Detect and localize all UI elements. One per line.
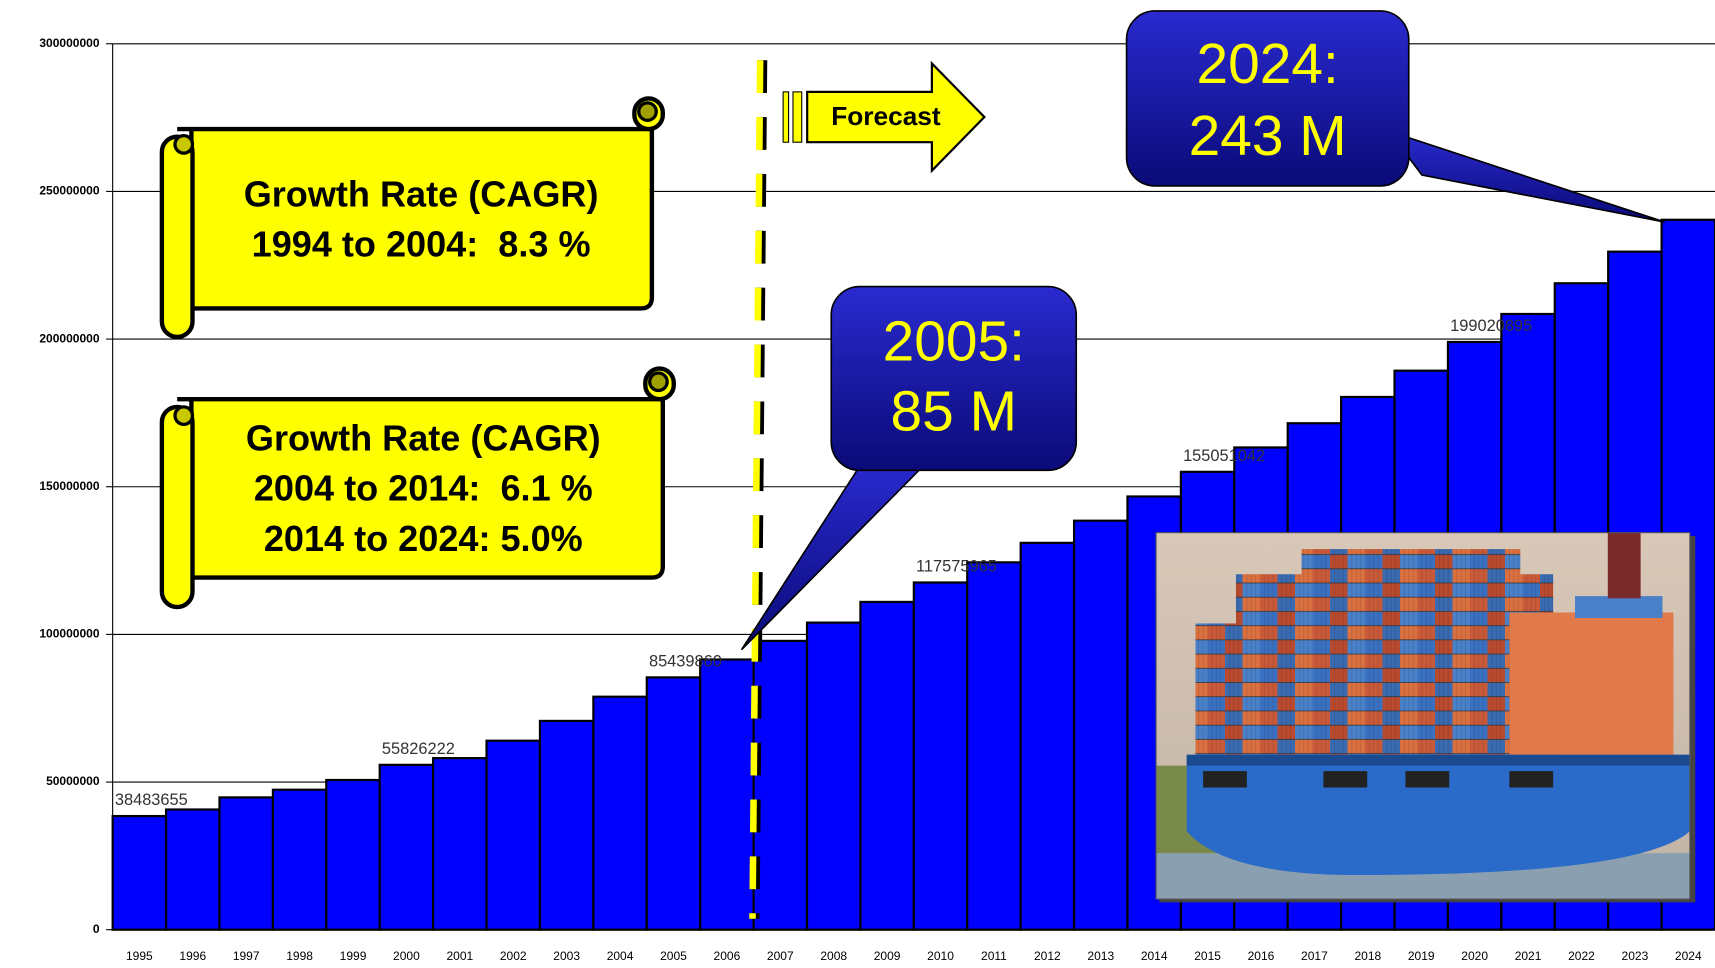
x-tick-label: 1997 xyxy=(233,949,260,963)
x-tick-label: 2017 xyxy=(1301,949,1328,963)
value-label: 38483655 xyxy=(115,791,188,809)
value-label: 85439860 xyxy=(649,652,722,670)
value-label: 55826222 xyxy=(382,740,455,758)
forecast-line xyxy=(749,60,764,919)
x-tick-label: 1996 xyxy=(179,949,206,963)
cagr-scroll: Growth Rate (CAGR) 2004 to 2014: 6.1 % 2… xyxy=(159,366,676,610)
y-tick-label: 150000000 xyxy=(39,479,99,493)
x-tick-label: 1999 xyxy=(340,949,367,963)
x-tick-label: 2023 xyxy=(1622,949,1649,963)
cagr-scroll: Growth Rate (CAGR) 1994 to 2004: 8.3 % xyxy=(159,96,665,340)
bar xyxy=(325,778,381,931)
x-tick-label: 2003 xyxy=(553,949,580,963)
x-tick-label: 2014 xyxy=(1141,949,1168,963)
callout-text: 85 M xyxy=(891,381,1017,444)
bar xyxy=(859,600,915,931)
y-tick-label: 250000000 xyxy=(39,184,99,198)
x-tick-label: 2022 xyxy=(1568,949,1595,963)
bar xyxy=(805,621,862,931)
bar xyxy=(1072,519,1129,931)
bar xyxy=(592,695,648,931)
x-tick-label: 1995 xyxy=(126,949,153,963)
x-tick-label: 2001 xyxy=(446,949,473,963)
bar xyxy=(912,581,969,931)
value-label: 199020895 xyxy=(1450,317,1532,335)
value-label: 155051042 xyxy=(1183,447,1265,465)
x-tick-label: 2006 xyxy=(714,949,741,963)
x-tick-label: 2005 xyxy=(660,949,687,963)
ship-photo xyxy=(1155,532,1696,903)
bar xyxy=(164,808,221,931)
x-tick-label: 2019 xyxy=(1408,949,1435,963)
cagr-text: 2004 to 2014: 6.1 % xyxy=(254,468,593,509)
y-tick-label: 300000000 xyxy=(39,36,99,50)
bar xyxy=(111,814,168,931)
cagr-text: Growth Rate (CAGR) xyxy=(244,173,599,214)
x-tick-label: 2004 xyxy=(607,949,634,963)
bar xyxy=(432,757,488,931)
x-tick-label: 2002 xyxy=(500,949,527,963)
x-tick-label: 2011 xyxy=(981,949,1007,963)
x-tick-label: 2010 xyxy=(927,949,954,963)
callout: 2005: 85 M xyxy=(740,285,1078,651)
y-tick-label: 200000000 xyxy=(39,331,99,345)
x-tick-label: 2018 xyxy=(1354,949,1381,963)
x-tick-label: 2007 xyxy=(767,949,794,963)
bar xyxy=(538,719,595,931)
x-tick-label: 2009 xyxy=(874,949,901,963)
forecast-arrow: Forecast xyxy=(782,60,986,174)
forecast-label: Forecast xyxy=(831,101,941,131)
x-tick-label: 2016 xyxy=(1248,949,1275,963)
bar xyxy=(1019,541,1076,931)
x-tick-label: 2008 xyxy=(820,949,847,963)
cagr-text: 1994 to 2004: 8.3 % xyxy=(252,224,591,265)
bar xyxy=(966,561,1022,931)
bar xyxy=(271,788,328,931)
bar xyxy=(752,639,809,931)
bar xyxy=(378,763,435,931)
cagr-text: Growth Rate (CAGR) xyxy=(246,417,601,458)
x-tick-label: 2013 xyxy=(1087,949,1114,963)
bar xyxy=(699,658,755,931)
cagr-text: 2014 to 2024: 5.0% xyxy=(264,518,583,559)
x-tick-label: 1998 xyxy=(286,949,313,963)
x-tick-label: 2015 xyxy=(1194,949,1221,963)
value-label: 117575965 xyxy=(916,558,997,576)
bar xyxy=(645,676,702,931)
x-tick-label: 2012 xyxy=(1034,949,1061,963)
bar xyxy=(485,739,542,931)
y-tick-label: 0 xyxy=(93,922,100,936)
y-tick-label: 50000000 xyxy=(46,774,100,788)
x-tick-label: 2021 xyxy=(1515,949,1542,963)
y-tick-label: 100000000 xyxy=(39,627,99,641)
x-tick-label: 2024 xyxy=(1675,949,1702,963)
callout-text: 2024: xyxy=(1197,33,1339,96)
x-tick-label: 2020 xyxy=(1461,949,1488,963)
x-tick-label: 2000 xyxy=(393,949,420,963)
callout-text: 2005: xyxy=(883,311,1025,374)
callout-text: 243 M xyxy=(1189,105,1347,168)
callout: 2024: 243 M xyxy=(1125,10,1665,223)
bar xyxy=(218,796,274,931)
